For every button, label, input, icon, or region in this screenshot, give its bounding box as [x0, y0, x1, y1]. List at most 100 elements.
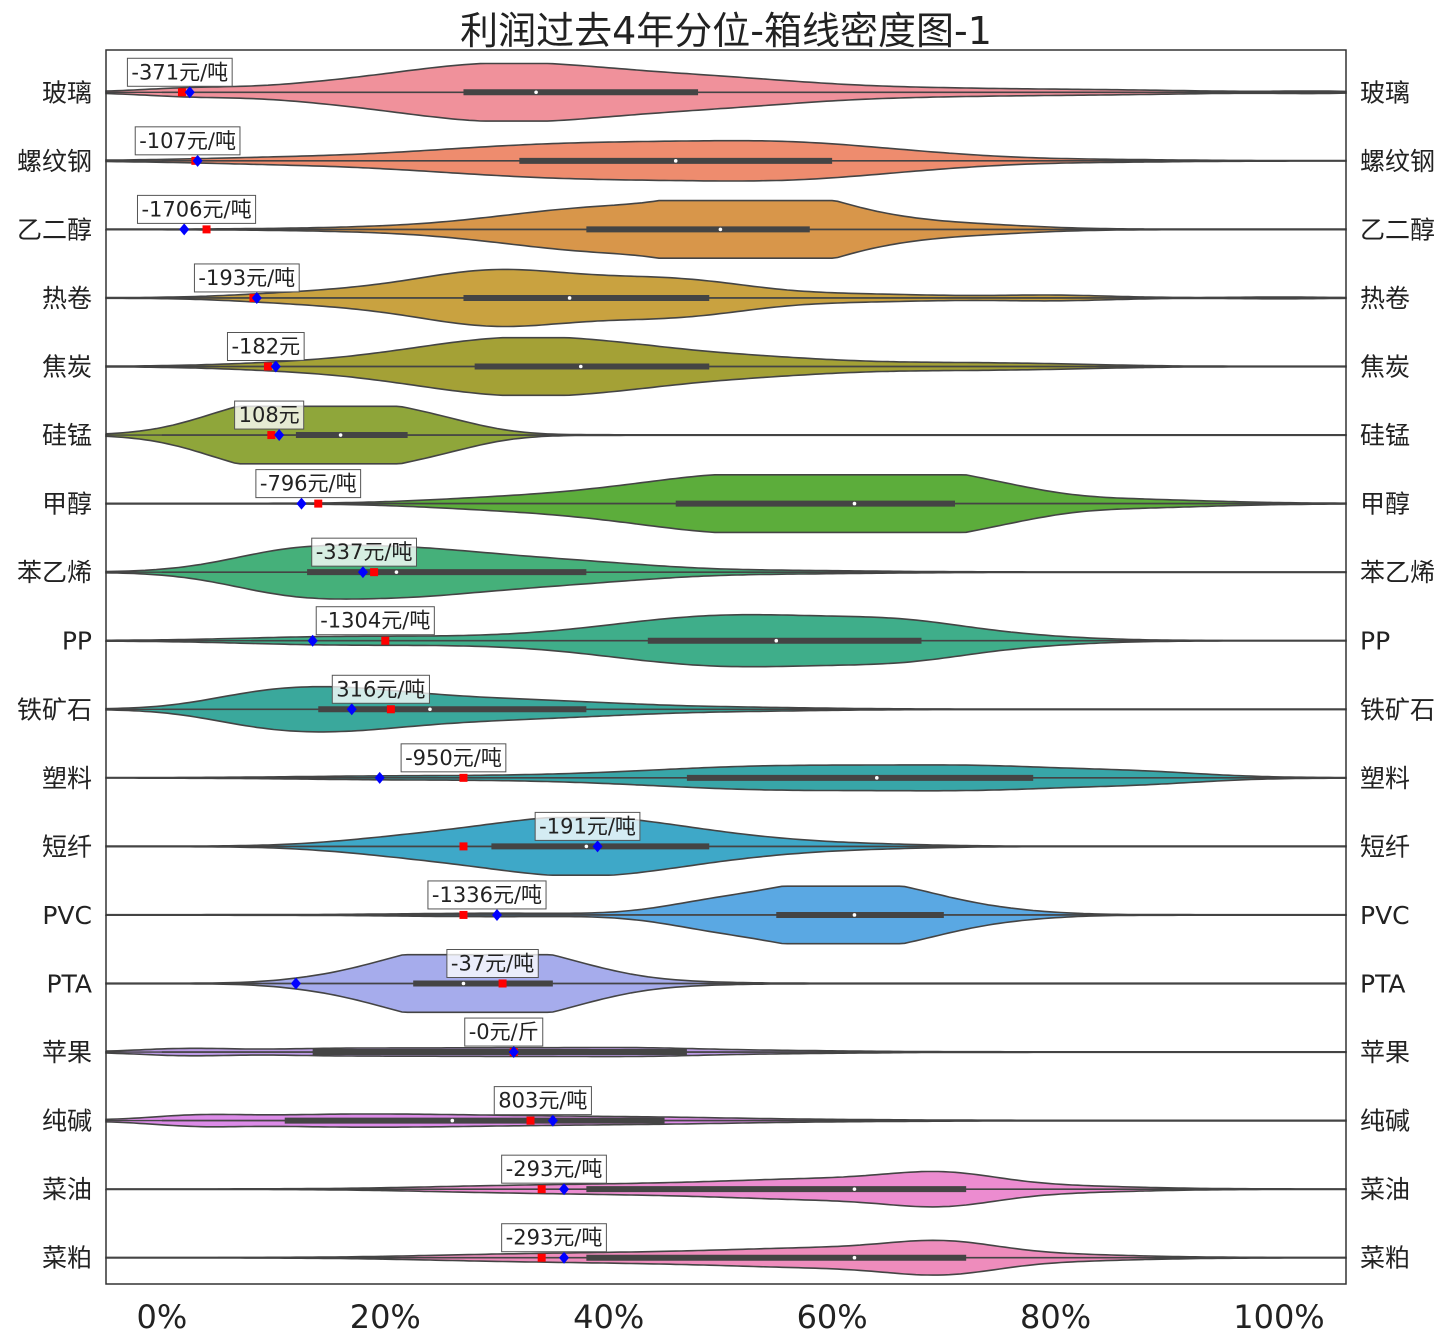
value-annotation: -293元/吨 — [501, 1223, 607, 1253]
value-annotation: -796元/吨 — [255, 469, 362, 499]
violin-median — [450, 1118, 455, 1123]
y-label-right: 焦炭 — [1360, 353, 1410, 382]
x-tick-label: 80% — [1020, 1298, 1091, 1336]
violin-18: -293元/吨 — [105, 1223, 1347, 1276]
violin-17: -293元/吨 — [105, 1154, 1347, 1208]
y-label-left: 纯碱 — [42, 1107, 92, 1136]
reference-marker — [537, 1253, 546, 1262]
current-marker — [592, 840, 603, 853]
violin-median — [852, 1187, 857, 1191]
y-label-left: PTA — [46, 970, 92, 999]
violin-1: -371元/吨 — [105, 57, 1347, 122]
x-axis-ticks: 0% 20% 40% 60% 80% 100% — [136, 1298, 1324, 1336]
violin-median — [578, 364, 583, 369]
violin-median — [774, 638, 779, 643]
violin-2: -107元/吨 — [105, 126, 1347, 182]
x-tick-label: 0% — [136, 1298, 187, 1336]
current-marker — [192, 154, 203, 167]
reference-marker — [267, 431, 276, 440]
violin-median — [875, 776, 879, 780]
y-label-right: 铁矿石 — [1360, 695, 1435, 724]
violin-7: -796元/吨 — [105, 469, 1347, 534]
annotation-box — [311, 537, 417, 567]
violin-4: -193元/吨 — [105, 263, 1347, 328]
annotation-text: -182元 — [231, 335, 300, 359]
value-annotation: 316元/吨 — [331, 674, 430, 704]
y-label-left: PVC — [42, 901, 92, 930]
violin-3: -1706元/吨 — [105, 194, 1347, 259]
value-annotation: -337元/吨 — [311, 537, 417, 567]
annotation-box — [534, 811, 641, 841]
violin-median — [338, 433, 343, 437]
current-marker — [296, 497, 307, 510]
annotation-text: 803元/吨 — [498, 1089, 587, 1113]
value-annotation: -371元/吨 — [126, 57, 233, 87]
y-label-left: 硅锰 — [42, 421, 92, 450]
annotation-text: -1304元/吨 — [320, 609, 430, 633]
x-tick-label: 60% — [797, 1298, 868, 1336]
violin-median — [852, 501, 857, 506]
reference-marker — [459, 910, 468, 919]
y-label-right: 甲醇 — [1360, 490, 1410, 519]
y-label-right: 苯乙烯 — [1360, 558, 1435, 587]
current-marker — [307, 634, 318, 647]
annotation-text: -337元/吨 — [316, 540, 413, 564]
y-label-left: 焦炭 — [42, 353, 92, 382]
y-label-left: 乙二醇 — [17, 215, 92, 244]
reference-marker — [381, 636, 390, 645]
annotation-box — [136, 194, 257, 224]
value-annotation: -950元/吨 — [400, 743, 507, 773]
current-marker — [547, 1114, 558, 1127]
value-annotation: -182元 — [226, 332, 305, 361]
violin-11: -950元/吨 — [105, 743, 1347, 792]
y-label-left: 塑料 — [42, 764, 92, 793]
annotation-text: -371元/吨 — [131, 60, 228, 84]
violin-median — [718, 227, 723, 232]
value-annotation: -37元/吨 — [446, 949, 539, 978]
reference-marker — [263, 362, 272, 371]
violin-5: -182元 — [105, 332, 1347, 397]
current-marker — [559, 1251, 570, 1264]
y-label-left: 菜油 — [42, 1175, 92, 1204]
y-label-right: 菜油 — [1360, 1175, 1410, 1204]
annotation-text: -1706元/吨 — [141, 197, 251, 221]
annotation-text: -193元/吨 — [198, 266, 295, 290]
violin-6: 108元 — [105, 400, 1347, 465]
current-marker — [270, 360, 281, 373]
reference-marker — [202, 225, 211, 234]
x-tick-label: 40% — [573, 1298, 644, 1336]
y-label-left: 铁矿石 — [17, 695, 92, 724]
current-marker — [274, 429, 285, 442]
annotation-box — [446, 949, 539, 978]
violin-14: -37元/吨 — [105, 949, 1347, 1014]
annotation-text: 316元/吨 — [336, 677, 425, 701]
annotation-text: -0元/斤 — [469, 1020, 539, 1044]
y-label-right: 热卷 — [1360, 284, 1410, 313]
annotation-box — [126, 57, 233, 87]
value-annotation: 803元/吨 — [493, 1086, 592, 1116]
annotation-text: -107元/吨 — [139, 129, 236, 153]
value-annotation: -193元/吨 — [193, 263, 300, 293]
value-annotation: -1304元/吨 — [315, 606, 435, 636]
violin-median — [394, 570, 399, 574]
y-label-left: 苯乙烯 — [17, 558, 92, 587]
y-label-right: 硅锰 — [1360, 421, 1410, 450]
annotation-text: -1336元/吨 — [432, 883, 542, 907]
x-tick-label: 20% — [350, 1298, 421, 1336]
violin-median — [461, 981, 466, 986]
value-annotation: -1706元/吨 — [136, 194, 257, 224]
x-tick-label: 100% — [1233, 1298, 1324, 1336]
violin-12: -191元/吨 — [105, 811, 1347, 876]
violin-9: -1304元/吨 — [105, 606, 1347, 668]
annotation-box — [226, 332, 305, 361]
y-label-right: 塑料 — [1360, 764, 1410, 793]
annotation-text: -37元/吨 — [451, 952, 534, 976]
annotation-box — [315, 606, 435, 636]
current-marker — [559, 1183, 570, 1196]
violin-median — [534, 90, 538, 95]
violins-layer: -371元/吨 -107元/吨 -1706元/吨 -193元/吨 -182元 108元 -7… — [105, 57, 1347, 1276]
value-annotation: -0元/斤 — [464, 1017, 544, 1047]
reference-marker — [526, 1116, 535, 1125]
y-label-right: 纯碱 — [1360, 1107, 1410, 1136]
annotation-box — [464, 1017, 544, 1047]
